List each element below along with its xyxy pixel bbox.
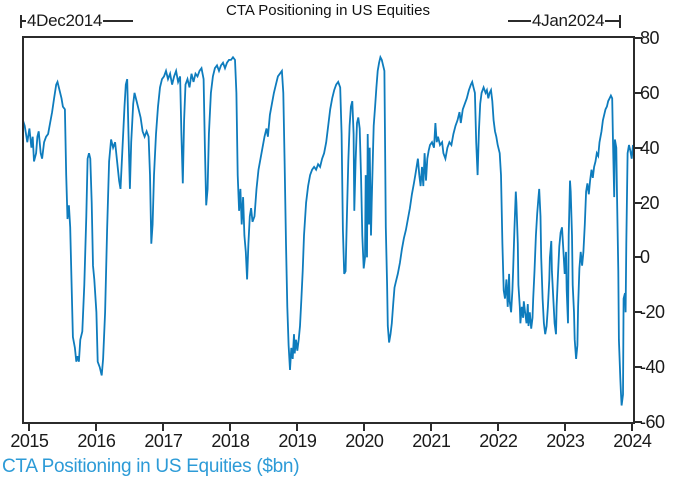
y-axis-tick [635, 201, 642, 204]
y-axis-tick-label: -20 [640, 302, 665, 323]
y-axis-tick [635, 311, 642, 314]
x-axis-tick-label: 2018 [211, 431, 250, 451]
start-date-annotation: 4Dec2014 [20, 11, 134, 30]
x-axis-tick-label: 2021 [412, 431, 451, 451]
x-axis-tick [631, 424, 634, 431]
y-axis-tick [635, 421, 642, 423]
y-axis-tick [635, 37, 642, 39]
end-date-label: 4Jan2024 [532, 11, 605, 30]
end-date-line-short [605, 20, 620, 22]
x-axis-tick [162, 424, 165, 431]
chart-title: CTA Positioning in US Equities [226, 2, 430, 19]
end-date-line-long [508, 20, 531, 22]
x-axis-tick [28, 424, 31, 431]
x-axis-tick-label: 2024 [613, 431, 652, 451]
x-axis-tick-label: 2022 [479, 431, 518, 451]
y-axis-tick [635, 146, 642, 149]
x-axis-tick [430, 424, 433, 431]
y-axis-tick-label: 0 [640, 247, 650, 268]
y-axis-tick [635, 256, 642, 259]
y-axis-tick-label: 40 [640, 137, 660, 158]
end-date-annotation: 4Jan2024 [508, 11, 622, 30]
start-date-line-long [103, 20, 134, 22]
x-axis-tick [363, 424, 366, 431]
y-axis-tick-label: -60 [640, 412, 665, 432]
y-axis-tick-label: 20 [640, 192, 660, 213]
x-axis-tick-label: 2019 [278, 431, 317, 451]
cta-positioning-line-series [24, 54, 633, 406]
y-axis-tick-label: 80 [640, 28, 660, 48]
x-axis-tick-label: 2023 [546, 431, 585, 451]
x-axis-tick [296, 424, 299, 431]
y-axis-tick [635, 366, 642, 369]
end-date-right-cap [619, 14, 622, 28]
start-date-left-cap [20, 14, 22, 28]
start-date-label: 4Dec2014 [27, 11, 103, 30]
line-chart-canvas [24, 54, 633, 406]
y-axis-tick [635, 91, 642, 94]
x-axis-tick-label: 2016 [77, 431, 116, 451]
y-axis-tick-label: 60 [640, 82, 660, 103]
x-axis-tick-label: 2015 [10, 431, 49, 451]
x-axis-tick [564, 424, 567, 431]
y-axis-tick-label: -40 [640, 357, 665, 378]
x-axis-tick-label: 2017 [144, 431, 183, 451]
start-date-line-short [22, 20, 26, 22]
series-footer-label: CTA Positioning in US Equities ($bn) [2, 456, 300, 477]
x-axis-tick [229, 424, 232, 431]
x-axis-tick [497, 424, 500, 431]
x-axis-tick [95, 424, 98, 431]
x-axis-tick-label: 2020 [345, 431, 384, 451]
